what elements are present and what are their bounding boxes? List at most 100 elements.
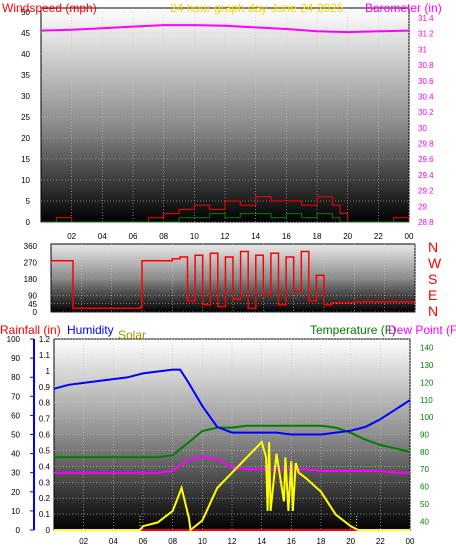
temperature-tick-label: 40 (420, 517, 429, 526)
windspeed-tick-label: 20 (21, 134, 30, 143)
humidity-tick-label: 80 (11, 373, 20, 382)
temperature-tick-label: 130 (420, 361, 434, 370)
bottom-x-tick-label: 12 (228, 537, 237, 546)
dewpoint-series-line (54, 456, 410, 474)
windspeed-tick-label: 30 (21, 92, 30, 101)
top-x-tick-label: 10 (190, 232, 199, 241)
bottom-x-tick-label: 20 (346, 537, 355, 546)
dewpoint-axis-title: Dew Point (F) (388, 323, 456, 337)
rainfall-tick-label: 0.6 (39, 431, 51, 440)
rainfall-tick-label: 1.2 (39, 335, 51, 344)
humidity-tick-label: 50 (11, 431, 20, 440)
windspeed-tick-label: 5 (26, 197, 31, 206)
temperature-tick-label: 90 (420, 431, 429, 440)
barometer-tick-label: 29.6 (418, 155, 434, 164)
rainfall-tick-label: 0.3 (39, 478, 51, 487)
bottom-x-tick-label: 14 (257, 537, 266, 546)
solar-series-line (54, 440, 410, 532)
temperature-axis-title: Temperature (F) (310, 323, 396, 337)
top-x-tick-label: 14 (251, 232, 260, 241)
direction-label-e: E (428, 287, 437, 303)
top-x-axis-ticks: 02 04 06 08 10 12 14 16 18 20 22 00 (67, 232, 414, 241)
windspeed-tick-label: 0 (26, 218, 31, 227)
windspeed-tick-label: 25 (21, 113, 30, 122)
barometer-tick-label: 30.6 (418, 77, 434, 86)
barometer-tick-label: 31.4 (418, 14, 434, 23)
direction-tick-label: 45 (28, 300, 37, 309)
rainfall-tick-label: 1.1 (39, 351, 51, 360)
bottom-x-tick-label: 02 (79, 537, 88, 546)
direction-label-n-bottom: N (428, 303, 438, 319)
humidity-axis-ticks: 0 10 20 30 40 50 60 70 80 90 100 (7, 335, 34, 535)
direction-label-w: W (428, 255, 442, 271)
windspeed-tick-label: 15 (21, 155, 30, 164)
rainfall-axis-ticks: 0 0.1 0.2 0.3 0.4 0.5 0.6 0.7 0.8 0.9 1 1.1 1.2 (39, 335, 51, 535)
top-x-tick-label: 18 (313, 232, 322, 241)
humidity-tick-label: 40 (11, 450, 20, 459)
barometer-series-line (40, 24, 410, 34)
bottom-x-tick-label: 00 (406, 537, 415, 546)
barometer-tick-label: 30 (418, 124, 427, 133)
windspeed-tick-label: 40 (21, 50, 30, 59)
barometer-tick-label: 29.2 (418, 187, 434, 196)
temperature-tick-label: 140 (420, 344, 434, 353)
humidity-tick-label: 0 (16, 526, 21, 535)
rainfall-tick-label: 0.1 (39, 510, 51, 519)
top-x-tick-label: 22 (374, 232, 383, 241)
rainfall-tick-label: 0.4 (39, 462, 51, 471)
top-x-tick-label: 16 (282, 232, 291, 241)
top-x-tick-label: 02 (67, 232, 76, 241)
temperature-tick-label: 80 (420, 448, 429, 457)
humidity-tick-label: 20 (11, 488, 20, 497)
humidity-tick-label: 70 (11, 392, 20, 401)
temperature-tick-label: 110 (420, 396, 433, 405)
bottom-x-axis-ticks: 02 04 06 08 10 12 14 16 18 20 22 00 (79, 537, 415, 546)
bottom-x-tick-label: 18 (317, 537, 326, 546)
barometer-axis-title: Barometer (in) (365, 1, 442, 15)
direction-tick-label: 0 (33, 308, 38, 317)
temperature-tick-label: 70 (420, 465, 429, 474)
gust-series-line (41, 213, 409, 223)
humidity-tick-label: 10 (11, 507, 20, 516)
humidity-tick-label: 90 (11, 354, 20, 363)
top-x-tick-label: 00 (405, 232, 414, 241)
windspeed-tick-label: 45 (21, 29, 30, 38)
barometer-tick-label: 31 (418, 45, 427, 54)
temperature-tick-label: 120 (420, 378, 434, 387)
bottom-x-tick-label: 08 (168, 537, 177, 546)
wind-direction-series-line (51, 250, 415, 310)
windspeed-tick-label: 35 (21, 71, 30, 80)
barometer-tick-label: 30.4 (418, 92, 434, 101)
humidity-axis-title: Humidity (67, 323, 114, 337)
direction-tick-label: 270 (24, 259, 38, 268)
top-x-tick-label: 12 (221, 232, 230, 241)
rainfall-tick-label: 0.7 (39, 415, 51, 424)
bottom-x-tick-label: 22 (376, 537, 385, 546)
barometer-tick-label: 30.2 (418, 108, 434, 117)
windspeed-axis-ticks: 0 5 10 15 20 25 30 35 40 45 50 (21, 8, 30, 227)
direction-label-n-top: N (428, 239, 438, 255)
barometer-tick-label: 28.8 (418, 218, 434, 227)
windspeed-axis-title: Windspeed (mph) (2, 1, 97, 15)
barometer-tick-label: 29.4 (418, 171, 434, 180)
temperature-axis-ticks: 40 50 60 70 80 90 100 110 120 130 140 (420, 344, 434, 527)
barometer-axis-ticks: 28.8 29 29.2 29.4 29.6 29.8 30 30.2 30.4 30.6 30.8… (418, 14, 434, 227)
bottom-x-tick-label: 16 (287, 537, 296, 546)
rainfall-tick-label: 0.9 (39, 383, 51, 392)
rainfall-tick-label: 0 (46, 526, 51, 535)
humidity-tick-label: 100 (7, 335, 21, 344)
barometer-tick-label: 30.8 (418, 61, 434, 70)
top-x-tick-label: 08 (159, 232, 168, 241)
bottom-x-tick-label: 04 (109, 537, 118, 546)
humidity-tick-label: 60 (11, 411, 20, 420)
windspeed-tick-label: 10 (21, 176, 30, 185)
top-x-tick-label: 04 (98, 232, 107, 241)
direction-tick-label: 360 (24, 242, 38, 251)
direction-tick-label: 90 (28, 292, 37, 301)
humidity-series-line (53, 368, 411, 436)
windspeed-tick-label: 50 (21, 8, 30, 17)
windspeed-grid (41, 8, 410, 223)
temperature-tick-label: 100 (420, 413, 434, 422)
